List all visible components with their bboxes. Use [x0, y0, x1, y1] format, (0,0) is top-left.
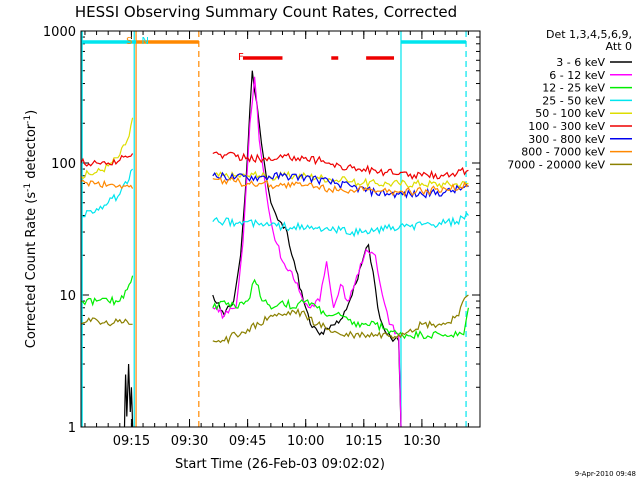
- plot-area: 1 10 100 1000 09:15 09:30 09:45 10:00 10:15 10:30…: [43, 25, 480, 449]
- y-axis-label-end: ): [24, 110, 39, 115]
- legend-label-6-12-kev: 6 - 12 keV: [549, 69, 605, 82]
- series-line: [212, 211, 469, 238]
- series-25-50-kev: [80, 168, 469, 238]
- series-line: [212, 70, 402, 428]
- series-50-100-kev: [80, 117, 469, 189]
- series-12-25-kev: [80, 275, 469, 340]
- x-tick-label: 09:15: [113, 434, 150, 449]
- footer-date: 9-Apr-2010 09:48: [575, 470, 636, 478]
- x-tick-label: 09:45: [229, 434, 266, 449]
- series-800-7000-kev: [80, 176, 469, 197]
- chart-title: HESSI Observing Summary Count Rates, Cor…: [75, 3, 457, 21]
- series-3-6-kev: [123, 70, 402, 428]
- y-tick-label: 100: [51, 157, 76, 172]
- legend-label-50-100-kev: 50 - 100 keV: [535, 107, 605, 120]
- flag-label-n: N: [142, 36, 149, 47]
- y-axis-label-mid: detector: [24, 123, 39, 183]
- series-line: [212, 170, 469, 189]
- x-tick-label: 10:00: [287, 434, 324, 449]
- series-line: [212, 176, 469, 197]
- x-axis-label: Start Time (26-Feb-03 09:02:02): [175, 457, 385, 472]
- x-tick-label: 10:30: [403, 434, 440, 449]
- legend-label-3-6-kev: 3 - 6 keV: [556, 56, 605, 69]
- series-line: [80, 117, 134, 180]
- y-axis-label-sup2: -1: [23, 115, 33, 124]
- legend-header-line1: Det 1,3,4,5,6,9,: [546, 28, 632, 41]
- legend-label-7000-20000-kev: 7000 - 20000 keV: [507, 158, 605, 171]
- legend-label-12-25-kev: 12 - 25 keV: [542, 82, 605, 95]
- legend-header-line2: Att 0: [606, 40, 632, 53]
- y-axis-label-sup1: -1: [23, 183, 33, 192]
- series-line: [80, 153, 134, 167]
- series-7000-20000-kev: [80, 294, 469, 345]
- legend-label-300-800-kev: 300 - 800 keV: [528, 133, 605, 146]
- y-tick-label: 1: [68, 421, 76, 436]
- series-line: [80, 179, 134, 190]
- series-line: [80, 168, 134, 218]
- y-tick-label: 10: [59, 289, 76, 304]
- series-line: [123, 363, 134, 428]
- series-line: [212, 151, 469, 180]
- series-line: [80, 317, 133, 327]
- y-tick-label: 1000: [43, 25, 76, 40]
- series-line: [212, 278, 469, 340]
- y-axis-label-main: Corrected Count Rate (s: [24, 192, 39, 349]
- x-tick-label: 09:30: [171, 434, 208, 449]
- y-axis-label: Corrected Count Rate (s-1 detector-1): [23, 110, 39, 348]
- series-line: [80, 275, 134, 307]
- flag-label-s: S: [126, 36, 132, 47]
- series-100-300-kev: [80, 151, 469, 180]
- legend-label-100-300-kev: 100 - 300 keV: [528, 120, 605, 133]
- legend-label-25-50-kev: 25 - 50 keV: [542, 94, 605, 107]
- flag-label-f: F: [238, 52, 244, 63]
- x-tick-label: 10:15: [345, 434, 382, 449]
- plot-frame: [80, 30, 481, 428]
- series-line: [212, 294, 469, 345]
- legend-label-800-7000-kev: 800 - 7000 keV: [521, 146, 605, 159]
